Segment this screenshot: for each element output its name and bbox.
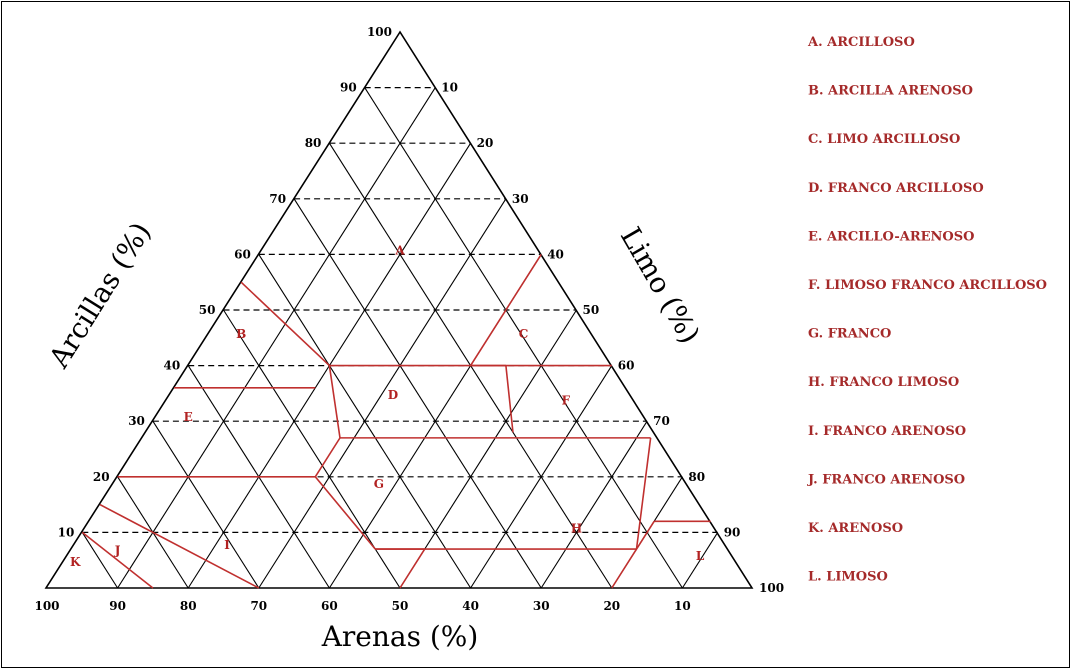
tick-label-clay: 50 [199,303,216,317]
grid-line-sand-50 [223,309,401,589]
tick-labels: 100 90 80 70 60 50 40 30 20 10 10 20 30 40 50 60 70 80 90 1… [34,25,784,613]
region-label-h: H [571,521,582,535]
grid-line-sand-10 [364,87,683,589]
region-label-f: F [562,394,571,408]
legend-item: I. FRANCO ARENOSO [808,424,966,439]
tick-label-sand: 30 [533,599,550,613]
boundary-line-19 [635,437,652,550]
legend-item: C. LIMO ARCILLOSO [808,132,960,147]
grid-line-silt-90 [681,532,719,589]
legend: A. ARCILLOSO B. ARCILLA ARENOSO C. LIMO AR… [807,35,1047,585]
tick-label-silt: 30 [512,192,529,206]
boundary-line-4 [469,253,542,367]
boundary-line-12 [399,548,426,589]
clay-axis-title: Arcillas (%) [42,216,158,374]
boundary-line-17 [611,520,655,589]
region-label-i: I [224,538,230,552]
tick-label-silt: 100 [759,581,784,595]
grid-diagonal-lines [81,87,719,589]
region-label-l: L [696,549,705,563]
tick-label-silt: 20 [477,136,494,150]
tick-label-sand: 50 [392,599,409,613]
boundary-line-5 [505,365,514,433]
tick-label-sand: 100 [34,599,59,613]
tick-label-sand: 90 [109,599,126,613]
tick-label-clay: 40 [163,359,180,373]
legend-item: A. ARCILLOSO [807,35,915,50]
grid-line-sand-70 [152,420,260,589]
region-letters: A B C D E F G H I J K L [70,243,705,568]
legend-item: K. ARENOSO [808,521,903,536]
boundary-line-9 [314,437,341,478]
boundary-line-10 [314,476,376,550]
tick-label-clay: 60 [234,247,251,261]
tick-label-sand: 60 [321,599,338,613]
region-label-j: J [114,544,121,558]
tick-label-sand: 70 [250,599,267,613]
tick-label-silt: 50 [583,303,600,317]
region-label-a: A [394,243,405,257]
grid-line-silt-30 [258,198,507,589]
boundary-line-16 [81,531,154,589]
grid-horizontal-lines [82,86,718,534]
tick-label-clay: 10 [58,525,75,539]
region-label-c: C [519,327,529,341]
region-label-e: E [184,410,193,424]
sand-axis-title: Arenas (%) [321,620,479,653]
tick-label-clay: 20 [93,470,110,484]
tick-label-silt: 90 [724,525,741,539]
grid-line-silt-70 [540,420,648,589]
tick-label-silt: 10 [441,81,458,95]
region-label-b: B [236,327,246,341]
texture-class-boundaries [81,253,711,589]
tick-label-silt: 80 [688,470,705,484]
legend-item: L. LIMOSO [808,570,888,585]
tick-label-sand: 20 [603,599,620,613]
tick-label-clay: 80 [305,136,322,150]
boundary-line-15 [99,503,260,589]
tick-label-silt: 70 [653,414,670,428]
tick-label-silt: 40 [547,247,564,261]
legend-item: F. LIMOSO FRANCO ARCILLOSO [808,278,1047,293]
grid-line-sand-30 [293,198,542,589]
tick-label-sand: 10 [674,599,691,613]
legend-item: E. ARCILLO-ARENOSO [808,229,974,244]
tick-label-sand: 40 [462,599,479,613]
legend-item: H. FRANCO LIMOSO [808,375,959,390]
tick-label-clay: 30 [128,414,145,428]
grid-line-silt-10 [117,87,436,589]
tick-label-clay: 90 [340,81,357,95]
legend-item: D. FRANCO ARCILLOSO [808,181,984,196]
tick-label-sand: 80 [180,599,197,613]
region-label-d: D [388,388,398,402]
legend-item: B. ARCILLA ARENOSO [808,84,973,99]
region-label-g: G [374,477,384,491]
tick-label-apex: 100 [367,25,392,39]
legend-item: G. FRANCO [808,327,891,342]
boundary-line-7 [328,365,341,438]
grid-line-silt-50 [399,309,577,589]
legend-item: J. FRANCO ARENOSO [807,472,965,487]
silt-axis-title: Limo (%) [614,221,707,349]
grid-line-sand-90 [81,532,119,589]
triangle-outline [44,30,754,589]
boundary-line-1 [240,281,330,367]
region-label-k: K [70,555,81,569]
tick-label-clay: 70 [269,192,286,206]
tick-label-silt: 60 [618,359,635,373]
